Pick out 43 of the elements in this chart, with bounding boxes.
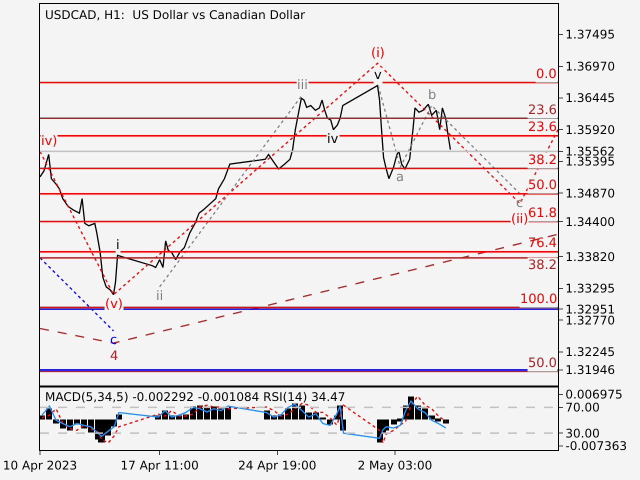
annotation: a: [396, 170, 404, 185]
y-tick-label: 1.35395: [565, 154, 616, 169]
y-tick-label: 1.35920: [565, 122, 616, 137]
x-tick-label: 2 May 03:00: [358, 458, 432, 472]
annotation: ii: [156, 289, 164, 304]
annotation: iii: [297, 78, 308, 93]
annotation: 23.6: [528, 103, 557, 118]
annotation: 38.2: [528, 153, 557, 168]
y2-tick-label: 70.00: [565, 400, 600, 415]
y-tick-label: 1.33295: [565, 282, 616, 296]
annotation: 61.8: [528, 206, 557, 221]
annotation: (i): [371, 46, 385, 61]
annotation: b: [428, 88, 436, 103]
annotation: 23.6: [528, 120, 557, 135]
annotation: 50.0: [528, 178, 557, 193]
y-tick-label: 1.36970: [565, 59, 616, 74]
y-tick-label: -0.007363: [565, 439, 627, 454]
y-tick-label: 0.006975: [565, 388, 623, 402]
y-tick-label: 1.33820: [565, 250, 616, 264]
y-tick-label: 1.36445: [565, 91, 616, 106]
chart-title: USDCAD, H1: US Dollar vs Canadian Dollar: [45, 8, 306, 22]
annotation: iv): [41, 134, 58, 149]
y-tick-label: 1.37495: [565, 28, 616, 42]
annotation: 4: [110, 349, 118, 364]
annotation: 100.0: [520, 292, 558, 307]
y-tick-label: 1.32245: [565, 344, 616, 359]
x-tick-label: 10 Apr 2023: [2, 458, 78, 472]
y2-tick-label: 30.00: [565, 426, 600, 440]
annotation: i: [116, 238, 120, 253]
annotation: 76.4: [528, 236, 557, 251]
annotation: (ii): [511, 212, 528, 227]
x-tick-label: 24 Apr 19:00: [238, 458, 316, 472]
annotation: (v): [105, 297, 123, 312]
annotation: iv: [327, 132, 339, 147]
y-tick-label: 1.34400: [565, 214, 616, 229]
annotation: 0.0: [536, 67, 557, 82]
annotation: 38.2: [528, 258, 557, 273]
x-tick-label: 17 Apr 11:00: [120, 458, 199, 472]
annotation: v: [374, 68, 382, 83]
y-tick-label: 1.34870: [565, 186, 616, 200]
y-tick-label: 1.31946: [565, 363, 616, 378]
chart-title: MACD(5,34,5) -0.002292 -0.001084 RSI(14) 34.47: [45, 390, 346, 404]
annotation: 50.0: [528, 356, 557, 371]
